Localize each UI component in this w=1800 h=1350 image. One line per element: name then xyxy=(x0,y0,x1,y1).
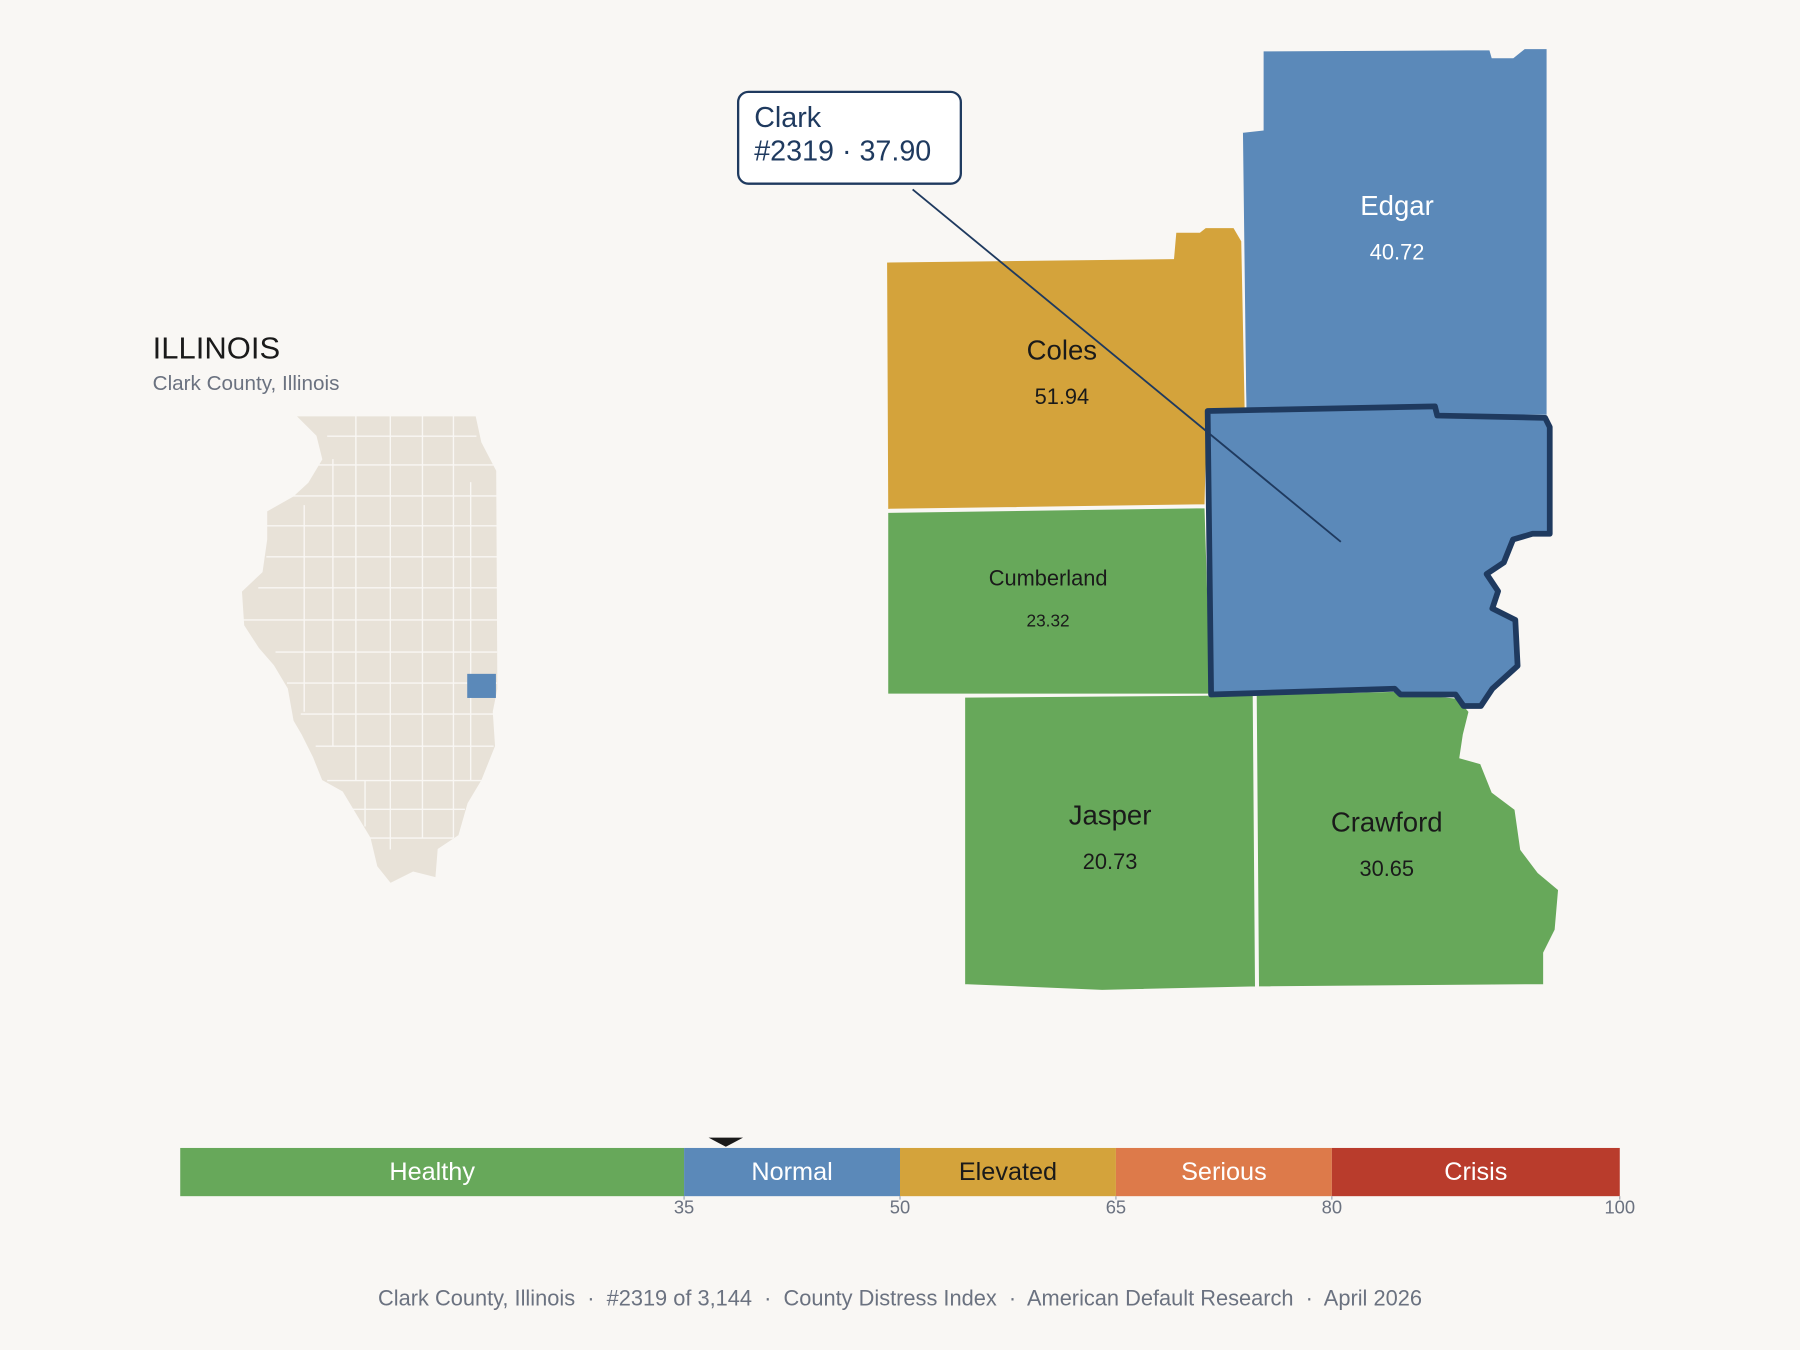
county-value: 51.94 xyxy=(1035,384,1090,409)
county-grid xyxy=(243,415,498,850)
county-name: Coles xyxy=(1027,335,1097,366)
callout: Clark #2319 · 37.90 xyxy=(736,90,1342,543)
selected-county-shape xyxy=(1204,403,1553,709)
county-name: Jasper xyxy=(1069,800,1152,831)
county-shape xyxy=(886,506,1212,696)
county-value: 30.65 xyxy=(1359,856,1414,881)
callout-detail: #2319 · 37.90 xyxy=(754,135,931,167)
county-name: Crawford xyxy=(1331,807,1443,838)
legend-band-label: Crisis xyxy=(1444,1158,1507,1186)
legend-band-label: Normal xyxy=(751,1158,832,1186)
callout-name: Clark xyxy=(754,102,822,134)
state-locator xyxy=(240,414,500,886)
footer: Clark County, Illinois · #2319 of 3,144 … xyxy=(378,1285,1422,1310)
county-value: 40.72 xyxy=(1370,239,1425,264)
county-shape xyxy=(963,693,1257,992)
county-shape xyxy=(1241,47,1549,417)
legend: Healthy Normal Elevated Serious Crisis 35 50 65… xyxy=(180,1137,1635,1218)
legend-band xyxy=(180,1147,685,1197)
county-name: Cumberland xyxy=(989,565,1108,590)
legend-band-label: Healthy xyxy=(389,1158,475,1186)
county-value: 20.73 xyxy=(1083,849,1138,874)
county-name: Edgar xyxy=(1360,190,1434,221)
legend-tick-label: 80 xyxy=(1322,1197,1342,1218)
state-title: ILLINOIS xyxy=(153,330,280,365)
locator-selected-county xyxy=(467,673,496,698)
legend-tick-label: 100 xyxy=(1604,1197,1635,1218)
legend-band xyxy=(1115,1147,1332,1197)
legend-band-label: Elevated xyxy=(959,1158,1057,1186)
legend-band xyxy=(684,1147,900,1197)
county-map: Edgar 40.72 Coles 51.94 Cumberland 23.32 Jaspe… xyxy=(885,47,1560,992)
legend-tick-label: 50 xyxy=(890,1197,910,1218)
illinois-outline xyxy=(240,414,500,886)
legend-band-label: Serious xyxy=(1181,1158,1267,1186)
legend-band xyxy=(900,1147,1116,1197)
callout-leader xyxy=(912,188,1342,543)
legend-tick-label: 35 xyxy=(674,1197,694,1218)
legend-tick-label: 65 xyxy=(1106,1197,1126,1218)
county-shape xyxy=(885,226,1247,511)
county-value: 23.32 xyxy=(1027,611,1070,631)
state-subtitle: Clark County, Illinois xyxy=(153,372,340,395)
legend-band xyxy=(1331,1147,1620,1197)
callout-box xyxy=(736,90,962,185)
legend-marker xyxy=(708,1137,744,1147)
